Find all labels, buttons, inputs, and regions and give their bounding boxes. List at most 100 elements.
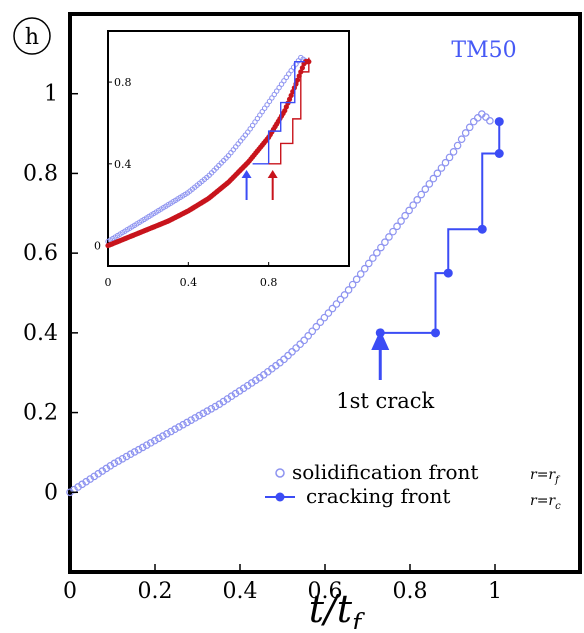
solidification-marker [461, 129, 470, 137]
axis-ticks-layer: 0 0.2 0.4 0.6 0.8 1 0 0.2 0.4 0.6 0.8 1 [23, 82, 502, 604]
solidification-marker [126, 450, 135, 459]
y-tick-label: 1 [44, 82, 58, 107]
inset-x-tick-label: 0.4 [180, 276, 198, 289]
solidification-marker [425, 180, 434, 188]
inset-blue-marker [257, 112, 263, 118]
solidification-marker [122, 452, 131, 461]
solidification-marker [465, 123, 474, 132]
solidification-marker [336, 295, 345, 304]
solidification-marker [211, 402, 220, 411]
inset-y-tick-label: 0.4 [114, 158, 132, 171]
solidification-marker [332, 300, 341, 308]
solidification-marker [457, 135, 466, 144]
inset-red-arrow-head [267, 170, 278, 178]
inset-blue-marker [252, 119, 258, 125]
inset-blue-marker [261, 105, 268, 111]
solidification-marker [348, 280, 357, 289]
solidification-marker [449, 148, 458, 156]
x-tick-label: 0.6 [308, 579, 343, 604]
solidification-marker [453, 141, 462, 150]
x-tick-label: 1 [488, 579, 502, 604]
solidification-marker [312, 322, 321, 331]
solidification-marker [150, 436, 159, 445]
solidification-marker [288, 347, 296, 356]
inset-blue-arrow-head [241, 170, 252, 178]
legend-layer: solidification front r=rf cracking front r=… [265, 460, 561, 512]
solidification-marker [207, 404, 216, 413]
solidification-marker [187, 416, 195, 424]
legend-cracking-marker [275, 492, 285, 502]
y-tick-label: 0.4 [23, 321, 58, 346]
solidification-marker [437, 164, 446, 172]
solidification-marker [401, 211, 409, 220]
legend-cracking-math: r=rc [530, 493, 561, 512]
first-crack-arrow-head [371, 330, 390, 350]
inset-y-tick-label: 0 [94, 240, 101, 253]
solidification-marker [409, 201, 417, 209]
legend-cracking-math-subscript: c [555, 501, 561, 512]
solidification-marker [300, 336, 308, 345]
legend-solidification-label: solidification front [292, 460, 478, 484]
solidification-marker [364, 259, 373, 268]
inset-x-tick-label: 0 [105, 276, 112, 289]
first-crack-label: 1st crack [336, 389, 434, 413]
solidification-marker [142, 441, 151, 449]
y-tick-label: 0.6 [23, 241, 58, 266]
inset-blue-marker [278, 81, 285, 87]
solidification-marker [284, 351, 292, 360]
cracking-front-line [380, 121, 501, 334]
solidification-marker [175, 423, 183, 431]
inset-red-step-line [268, 57, 310, 165]
y-tick-label: 0 [44, 480, 58, 505]
solidification-marker [199, 409, 208, 418]
inset-blue-marker [266, 98, 273, 105]
solidification-marker [328, 304, 337, 313]
solidification-marker [110, 459, 119, 468]
legend-cracking-label: cracking front [306, 484, 450, 508]
solidification-marker [146, 439, 155, 447]
solidification-marker [389, 227, 397, 236]
cracking-marker [443, 268, 453, 278]
solidification-marker [445, 153, 454, 162]
solidification-marker [324, 309, 333, 317]
inset-red-marker [294, 77, 301, 83]
cracking-marker [494, 117, 504, 127]
inset-blue-marker [259, 108, 265, 115]
solidification-marker [373, 249, 381, 257]
x-tick-label: 0.8 [393, 579, 428, 604]
legend-solidification-math: r=rf [530, 467, 561, 486]
solidification-marker [296, 340, 304, 349]
inset-blue-marker [247, 126, 253, 132]
inset-blue-marker [249, 122, 256, 129]
solidification-marker [130, 448, 139, 456]
solidification-marker [413, 196, 422, 204]
y-tick-label: 0.2 [23, 401, 58, 426]
inset-blue-marker [281, 78, 287, 84]
x-tick-label: 0 [63, 579, 77, 604]
inset-blue-marker [274, 88, 280, 94]
solidification-marker [417, 190, 426, 199]
y-tick-label: 0.8 [23, 161, 58, 186]
solidification-marker [134, 445, 143, 454]
solidification-marker [191, 414, 199, 422]
x-tick-label: 0.2 [138, 579, 173, 604]
solidification-marker [405, 206, 413, 215]
inset-data-layer: 0 0.4 0.8 0 0.4 0.8 [94, 54, 312, 289]
solidification-marker [155, 434, 163, 443]
inset-blue-marker [283, 74, 290, 81]
inset-x-tick-label: 0.8 [260, 276, 278, 289]
inset-blue-marker [271, 91, 277, 98]
solidification-marker [381, 238, 389, 247]
solidification-marker [195, 411, 204, 420]
solidification-marker [159, 432, 167, 440]
solidification-marker [352, 275, 361, 284]
solidification-marker [304, 332, 313, 340]
solidification-marker [344, 286, 353, 294]
solidification-marker [171, 425, 179, 434]
solidification-marker [183, 418, 191, 427]
solidification-marker [397, 217, 405, 225]
solidification-marker [486, 117, 494, 125]
inset-blue-marker [269, 95, 275, 101]
solidification-marker [316, 318, 325, 326]
